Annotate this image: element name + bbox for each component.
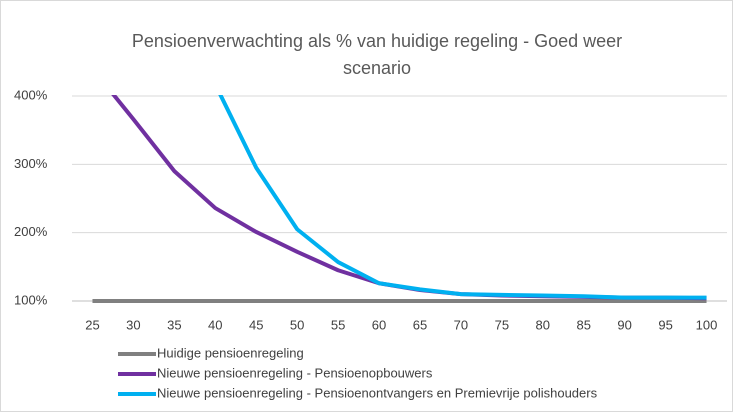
- x-tick-label: 95: [658, 317, 672, 332]
- y-tick-label: 100%: [14, 292, 48, 307]
- x-tick-label: 65: [413, 317, 427, 332]
- y-tick-label: 400%: [14, 87, 48, 102]
- x-tick-label: 45: [249, 317, 263, 332]
- x-tick-label: 70: [454, 317, 468, 332]
- legend-label: Huidige pensioenregeling: [157, 345, 304, 360]
- chart-title: Pensioenverwachting als % van huidige re…: [131, 31, 623, 78]
- x-tick-label: 40: [208, 317, 222, 332]
- legend-label: Nieuwe pensioenregeling - Pensioenontvan…: [157, 385, 598, 400]
- x-tick-label: 75: [495, 317, 509, 332]
- x-tick-label: 100: [696, 317, 718, 332]
- x-tick-label: 50: [290, 317, 304, 332]
- y-tick-label: 200%: [14, 224, 48, 239]
- x-tick-label: 90: [617, 317, 631, 332]
- x-tick-label: 30: [126, 317, 140, 332]
- series-line: [218, 95, 707, 300]
- x-tick-label: 60: [372, 317, 386, 332]
- y-tick-label: 300%: [14, 156, 48, 171]
- x-tick-label: 35: [167, 317, 181, 332]
- x-tick-label: 55: [331, 317, 345, 332]
- x-tick-label: 85: [576, 317, 590, 332]
- x-tick-label: 25: [85, 317, 99, 332]
- x-tick-label: 80: [536, 317, 550, 332]
- legend-label: Nieuwe pensioenregeling - Pensioenopbouw…: [157, 365, 433, 380]
- plot-lines: [92, 95, 707, 303]
